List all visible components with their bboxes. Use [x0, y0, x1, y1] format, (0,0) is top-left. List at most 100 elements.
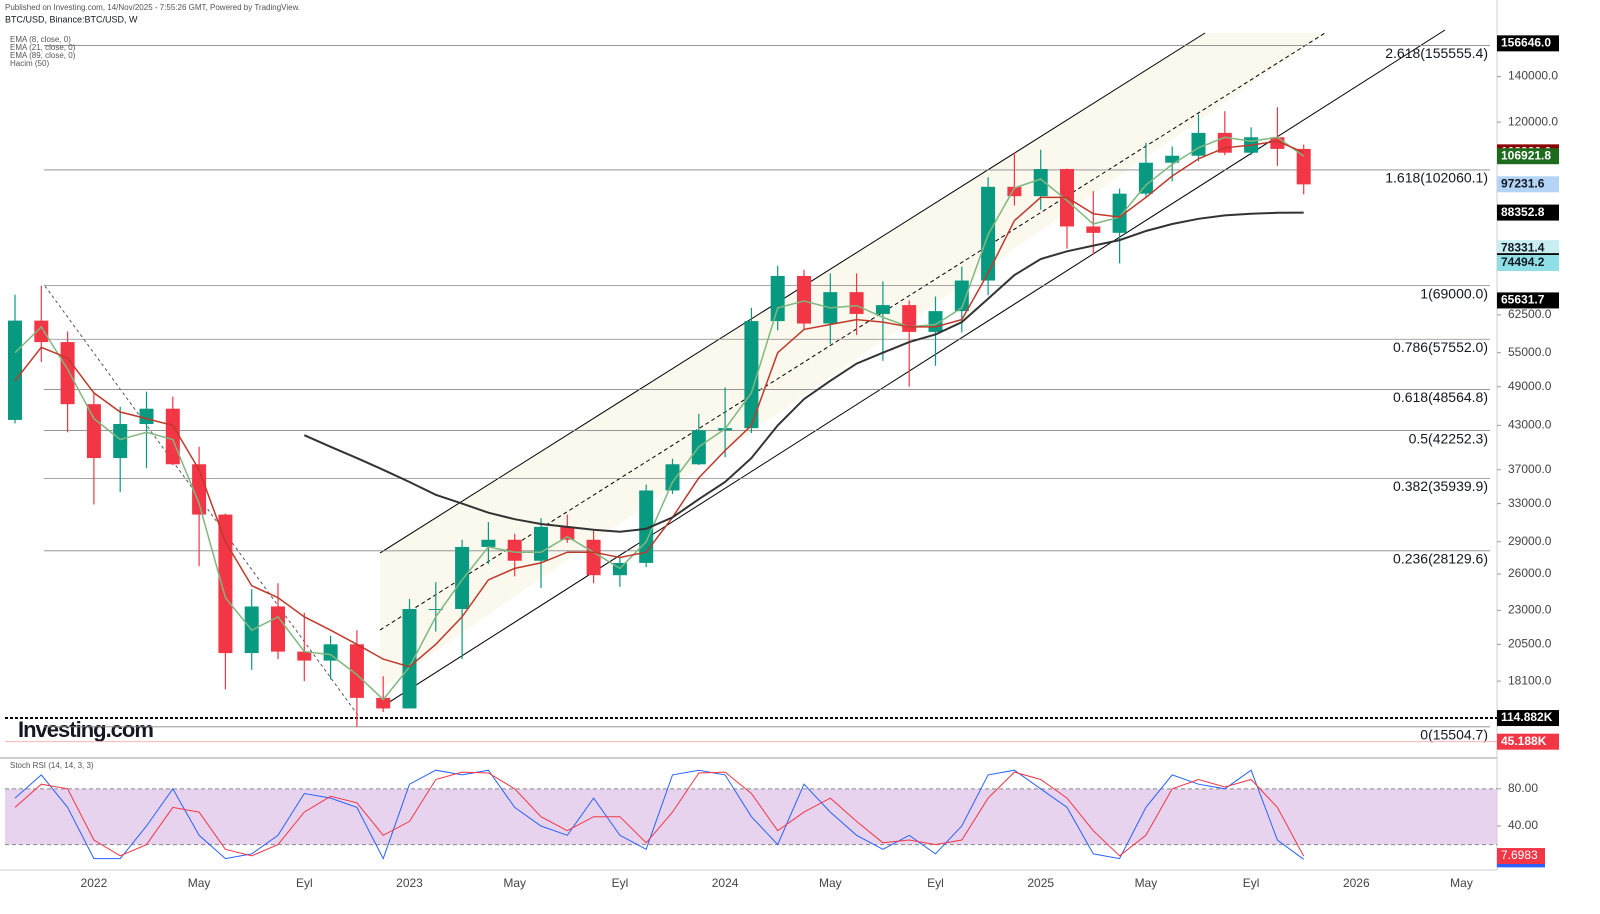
candle-body — [86, 404, 101, 459]
candle-body — [1112, 193, 1127, 233]
candle-body — [428, 609, 443, 611]
candle-body — [1191, 132, 1206, 156]
candle-body — [402, 609, 417, 709]
stoch-value-bg — [1497, 848, 1545, 865]
x-tick-label: 2022 — [81, 876, 108, 890]
candle-body — [271, 606, 285, 652]
price-marker-label: 78331.4 — [1501, 240, 1545, 254]
ema-line — [14, 140, 1304, 668]
stoch-line — [14, 769, 1304, 860]
candle-body — [60, 342, 75, 405]
candle-body — [744, 321, 759, 429]
channel-mid — [379, 32, 1326, 631]
stoch-line — [14, 771, 1305, 857]
candle-body — [218, 514, 233, 654]
x-tick-label: May — [819, 876, 842, 890]
price-marker-label: 74494.2 — [1501, 255, 1545, 269]
candle-body — [534, 526, 548, 561]
candle-body — [1033, 168, 1048, 197]
candle-body — [560, 526, 575, 540]
x-tick-label: 2026 — [1343, 876, 1370, 890]
price-marker-label: 88352.8 — [1501, 205, 1545, 219]
x-tick-label: May — [503, 876, 526, 890]
candle-body — [875, 305, 890, 314]
price-marker-bg — [1497, 254, 1559, 271]
volume-marker-label: 114.882K — [1501, 710, 1553, 724]
x-tick-label: 2025 — [1027, 876, 1054, 890]
candle-body — [954, 280, 969, 312]
legend-entry: EMA (8, close, 0) — [10, 35, 71, 44]
candle-body — [507, 539, 522, 561]
legend-entry: EMA (21, close, 0) — [10, 43, 76, 52]
y-tick-label: 29000.0 — [1508, 534, 1552, 548]
price-marker-bg — [1497, 148, 1559, 165]
candle-body — [34, 320, 49, 343]
fib-label: 0.382(35939.9) — [1393, 478, 1488, 494]
channel-upper — [379, 32, 1206, 554]
candle-body — [1296, 148, 1311, 185]
x-tick-label: Eyl — [612, 876, 629, 890]
fib-label: 0(15504.7) — [1420, 727, 1488, 743]
logo: Investing.com — [18, 717, 153, 742]
candle-body — [1165, 155, 1180, 163]
fib-label: 0.786(57552.0) — [1393, 339, 1488, 355]
candle-body — [770, 275, 785, 322]
candle-body — [349, 644, 364, 698]
x-tick-label: May — [188, 876, 211, 890]
x-tick-label: 2023 — [396, 876, 423, 890]
y-tick-label: 43000.0 — [1508, 418, 1552, 432]
x-tick-label: May — [1450, 876, 1473, 890]
y-tick-label: 23000.0 — [1508, 602, 1552, 616]
candle-body — [113, 424, 128, 459]
x-tick-label: Eyl — [927, 876, 944, 890]
candle-body — [481, 539, 496, 547]
candle-body — [1138, 162, 1153, 194]
y-tick-label: 80.00 — [1508, 781, 1538, 795]
y-tick-label: 40.00 — [1508, 818, 1538, 832]
candle-body — [1086, 226, 1101, 233]
price-marker-bg — [1497, 292, 1559, 309]
published-note: Published on Investing.com, 14/Nov/2025 … — [5, 3, 300, 12]
price-marker-label: 65631.7 — [1501, 293, 1545, 307]
price-marker-label: 97231.6 — [1501, 176, 1545, 190]
candle-body — [192, 464, 207, 515]
candle-body — [376, 697, 391, 709]
volume-indicator: Hacim (50) — [10, 59, 49, 68]
price-marker-label: 156646.0 — [1501, 36, 1551, 50]
y-tick-label: 26000.0 — [1508, 566, 1552, 580]
volume-marker-label: 45.188K — [1501, 734, 1547, 748]
y-tick-label: 55000.0 — [1508, 345, 1552, 359]
price-marker-bg — [1497, 204, 1559, 221]
fib-label: 0.236(28129.6) — [1393, 551, 1488, 567]
candle-body — [139, 408, 154, 425]
legend-entry: EMA (89, close, 0) — [10, 51, 76, 60]
candle-body — [586, 539, 601, 576]
candle-body — [165, 408, 180, 465]
fib-label: 1(69000.0) — [1420, 285, 1488, 301]
x-tick-label: May — [1135, 876, 1158, 890]
price-marker-label: 106921.8 — [1501, 148, 1551, 162]
candle-body — [849, 292, 864, 314]
stoch-value-label: 7.6983 — [1501, 848, 1538, 862]
trend-line — [44, 285, 361, 719]
y-tick-label: 37000.0 — [1508, 462, 1552, 476]
candle-body — [797, 275, 811, 324]
fib-label: 1.618(102060.1) — [1385, 170, 1488, 186]
candle-body — [455, 546, 470, 610]
y-tick-label: 62500.0 — [1508, 307, 1552, 321]
ema-line — [303, 211, 1304, 533]
volume-marker-bg — [1497, 733, 1559, 750]
x-tick-label: 2024 — [712, 876, 739, 890]
candle-body — [297, 651, 312, 661]
volume-marker-bg — [1497, 710, 1559, 727]
x-tick-label: Eyl — [296, 876, 313, 890]
y-tick-label: 49000.0 — [1508, 379, 1552, 393]
price-marker-bg — [1497, 176, 1559, 193]
price-marker-bg — [1497, 35, 1559, 52]
channel-fill — [380, 33, 1325, 690]
candle-body — [8, 320, 22, 420]
candle-body — [1007, 186, 1022, 197]
x-tick-label: Eyl — [1243, 876, 1260, 890]
